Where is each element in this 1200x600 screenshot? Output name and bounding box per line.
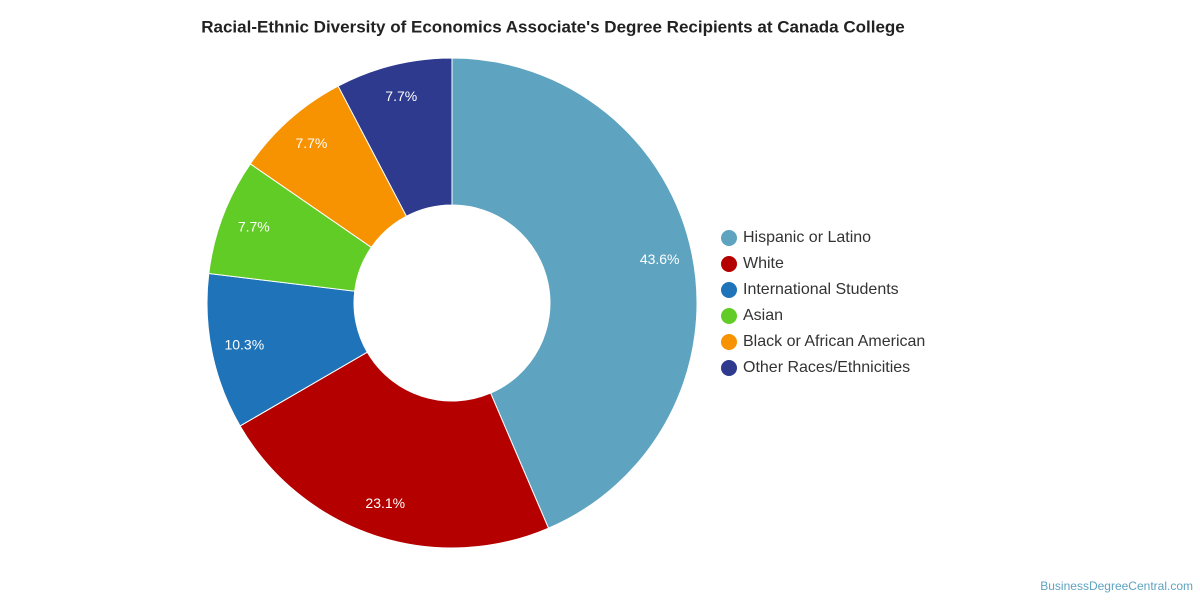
source: BusinessDegreeCentral.com <box>1040 579 1193 593</box>
data-label: 43.6% <box>640 251 680 267</box>
data-label: 23.1% <box>365 495 405 511</box>
legend-label: Other Races/Ethnicities <box>743 359 910 376</box>
legend-label: White <box>743 255 784 272</box>
legend-marker <box>721 256 737 272</box>
donut-segment <box>239 351 550 549</box>
legend-label: Hispanic or Latino <box>743 229 871 246</box>
legend-label: Black or African American <box>743 333 925 350</box>
legend-label: International Students <box>743 281 899 298</box>
data-label: 7.7% <box>385 88 417 104</box>
data-label: 7.7% <box>295 135 327 151</box>
data-label: 10.3% <box>224 336 264 352</box>
legend-marker <box>721 230 737 246</box>
donut-segment <box>337 57 453 217</box>
data-label: 7.7% <box>238 219 270 235</box>
donut-segment <box>206 272 368 427</box>
legend-marker <box>721 360 737 376</box>
legend-marker <box>721 308 737 324</box>
chart-title: Racial-Ethnic Diversity of Economics Ass… <box>201 17 904 36</box>
legend-marker <box>721 282 737 298</box>
donut-segment <box>451 57 698 529</box>
legend-marker <box>721 334 737 350</box>
legend-label: Asian <box>743 307 783 324</box>
